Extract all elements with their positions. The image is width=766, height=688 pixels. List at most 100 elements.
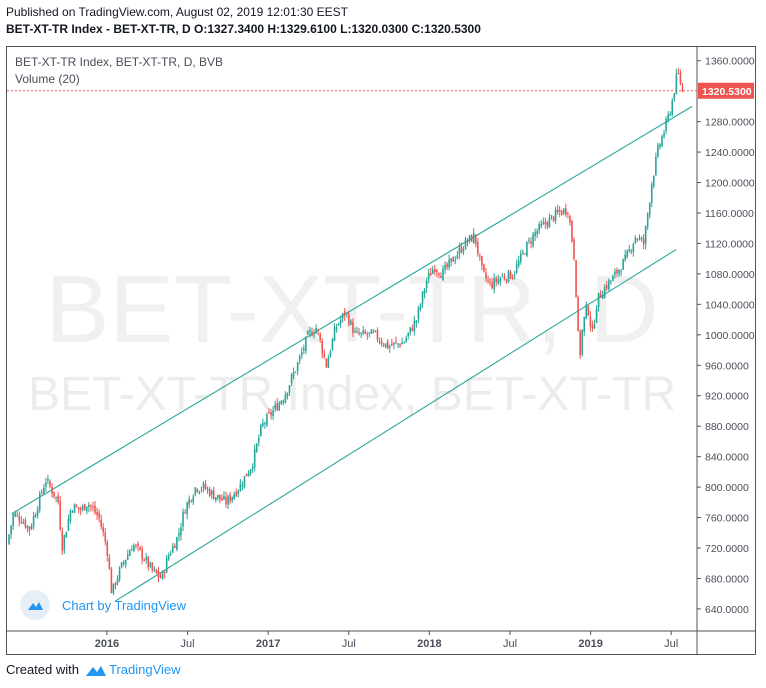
candle-body [192, 496, 195, 503]
candle-body [548, 217, 551, 228]
candle-body [513, 274, 516, 276]
candle-body [264, 423, 266, 425]
candle-body [614, 271, 616, 275]
candle-body [489, 282, 491, 284]
legend-volume[interactable]: Volume (20) [15, 72, 80, 86]
candle-body [86, 506, 88, 512]
candle-body [94, 505, 96, 513]
candle-body [653, 175, 655, 187]
candle-body [515, 264, 518, 273]
candle-body [81, 505, 84, 510]
candle-body [317, 329, 319, 332]
price-tick-label: 760.0000 [705, 513, 749, 525]
candle-body [53, 491, 55, 497]
candle-body [182, 511, 184, 527]
candle-body [434, 269, 436, 273]
price-tick-label: 1280.0000 [705, 117, 755, 129]
candle-body [36, 509, 39, 516]
candle-body [208, 488, 211, 496]
candle-body [325, 358, 328, 368]
candle-body [274, 404, 276, 410]
time-tick-label: 2018 [417, 638, 441, 650]
candle-body [507, 270, 510, 282]
candle-body [165, 557, 168, 573]
price-tick-label: 1240.0000 [705, 147, 755, 159]
candle-body [536, 230, 538, 235]
candle-body [524, 253, 526, 255]
candle-body [626, 251, 629, 258]
candle-body [331, 338, 334, 350]
candle-body [245, 473, 248, 477]
candle-body [650, 184, 653, 203]
candle-body [10, 525, 12, 535]
candle-body [239, 483, 242, 492]
candle-body [126, 554, 129, 560]
candle-body [8, 534, 10, 544]
published-info: Published on TradingView.com, August 02,… [6, 5, 349, 19]
candle-body [268, 412, 270, 414]
candle-body [276, 403, 278, 411]
candle-body [77, 507, 80, 510]
candle-body [605, 284, 608, 289]
candle-body [562, 208, 565, 214]
candle-body [98, 512, 100, 518]
candle-body [618, 269, 620, 275]
candle-body [472, 233, 475, 243]
candle-body [583, 316, 586, 332]
candle-body [569, 215, 571, 223]
candle-body [284, 394, 287, 403]
candle-body [12, 514, 14, 526]
last-price-label: 1320.5300 [702, 86, 752, 98]
candle-body [558, 209, 561, 212]
candle-body [575, 260, 577, 298]
candle-body [219, 494, 221, 500]
channel-line-upper [11, 105, 693, 515]
candle-body [137, 543, 139, 547]
footer-brand-link[interactable]: TradingView [108, 662, 181, 677]
candle-body [599, 294, 602, 298]
footer-created-label: Created with [6, 662, 79, 677]
candle-body [587, 305, 590, 316]
candle-body [470, 234, 473, 242]
candle-body [178, 532, 180, 537]
candle-body [49, 481, 51, 487]
candle-body [157, 571, 160, 578]
price-tick-label: 1040.0000 [705, 299, 755, 311]
candle-body [311, 331, 313, 336]
candle-body [106, 542, 109, 557]
candle-body [528, 239, 530, 242]
candle-body [380, 341, 383, 344]
candle-body [450, 258, 452, 262]
candle-body [612, 275, 614, 281]
candle-body [298, 356, 301, 361]
candle-body [303, 348, 305, 351]
candle-body [411, 328, 414, 331]
chart-frame[interactable] [6, 46, 756, 655]
candle-body [18, 516, 21, 522]
candle-body [55, 497, 57, 499]
legend-symbol[interactable]: BET-XT-TR Index, BET-XT-TR, D, BVB [15, 55, 224, 69]
candle-body [581, 329, 583, 355]
candle-body [217, 494, 219, 499]
candle-body [630, 250, 633, 252]
candle-body [632, 243, 635, 252]
candle-body [636, 238, 639, 240]
candle-body [538, 224, 541, 231]
candle-body [438, 273, 440, 276]
candle-body [229, 494, 231, 502]
candle-body [624, 254, 626, 260]
candle-body [186, 502, 188, 515]
candle-body [661, 136, 663, 146]
candle-body [391, 343, 393, 346]
candle-body [212, 490, 215, 500]
candle-body [83, 504, 86, 511]
candle-body [204, 484, 207, 489]
candle-body [601, 295, 604, 299]
candle-body [210, 490, 213, 496]
candle-body [556, 209, 559, 212]
candle-body [681, 86, 684, 91]
price-tick-label: 1160.0000 [705, 208, 754, 220]
chart-by-tradingview-badge[interactable]: Chart by TradingView [20, 590, 186, 620]
candle-body [280, 401, 283, 405]
